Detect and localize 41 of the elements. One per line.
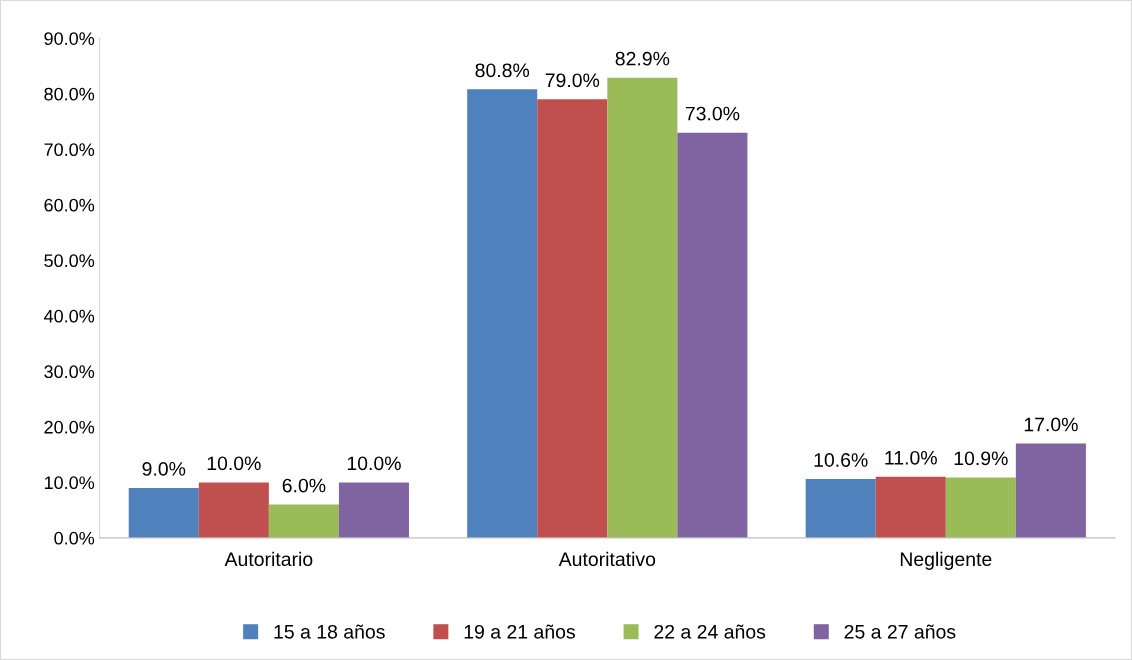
y-tick-label: 50.0% bbox=[44, 254, 95, 268]
bar bbox=[1015, 443, 1086, 538]
bar bbox=[537, 99, 608, 538]
y-tick-label: 0.0% bbox=[54, 531, 95, 545]
data-label: 9.0% bbox=[142, 461, 186, 476]
bar bbox=[268, 504, 339, 538]
y-tick-label: 20.0% bbox=[44, 420, 95, 434]
data-label: 6.0% bbox=[282, 478, 326, 493]
y-tick-label: 60.0% bbox=[44, 198, 95, 212]
y-tick-label: 30.0% bbox=[44, 365, 95, 379]
legend-label: 19 a 21 años bbox=[464, 624, 575, 639]
x-tick-label: Autoritario bbox=[224, 551, 313, 567]
data-label: 11.0% bbox=[885, 450, 937, 465]
data-label: 10.9% bbox=[954, 451, 1008, 466]
bar bbox=[805, 479, 876, 538]
bar bbox=[467, 89, 538, 538]
bar bbox=[338, 482, 409, 538]
y-tick-label: 90.0% bbox=[44, 32, 95, 45]
data-label: 80.8% bbox=[475, 63, 530, 78]
data-label: 79.0% bbox=[545, 73, 600, 88]
bar bbox=[875, 476, 946, 538]
data-label: 10.6% bbox=[814, 453, 868, 467]
y-tick-label: 70.0% bbox=[44, 143, 95, 157]
bar bbox=[677, 132, 748, 538]
y-tick-label: 40.0% bbox=[43, 309, 95, 323]
bar bbox=[128, 487, 199, 538]
legend-label: 22 a 24 años bbox=[654, 624, 766, 639]
legend-label: 25 a 27 años bbox=[844, 624, 956, 639]
x-tick-label: Negligente bbox=[900, 551, 992, 570]
bar bbox=[945, 477, 1016, 538]
bar bbox=[198, 482, 269, 538]
y-tick-label: 80.0% bbox=[44, 87, 95, 101]
data-label: 17.0% bbox=[1024, 417, 1078, 432]
bar bbox=[607, 77, 678, 538]
y-tick-label: 10.0% bbox=[44, 476, 95, 490]
data-label: 82.9% bbox=[615, 51, 670, 66]
x-tick-label: Autoritativo bbox=[558, 551, 656, 567]
data-label: 73.0% bbox=[685, 106, 740, 121]
data-label: 10.0% bbox=[347, 456, 401, 471]
data-label: 10.0% bbox=[207, 456, 261, 471]
legend-label: 15 a 18 años bbox=[274, 624, 385, 639]
